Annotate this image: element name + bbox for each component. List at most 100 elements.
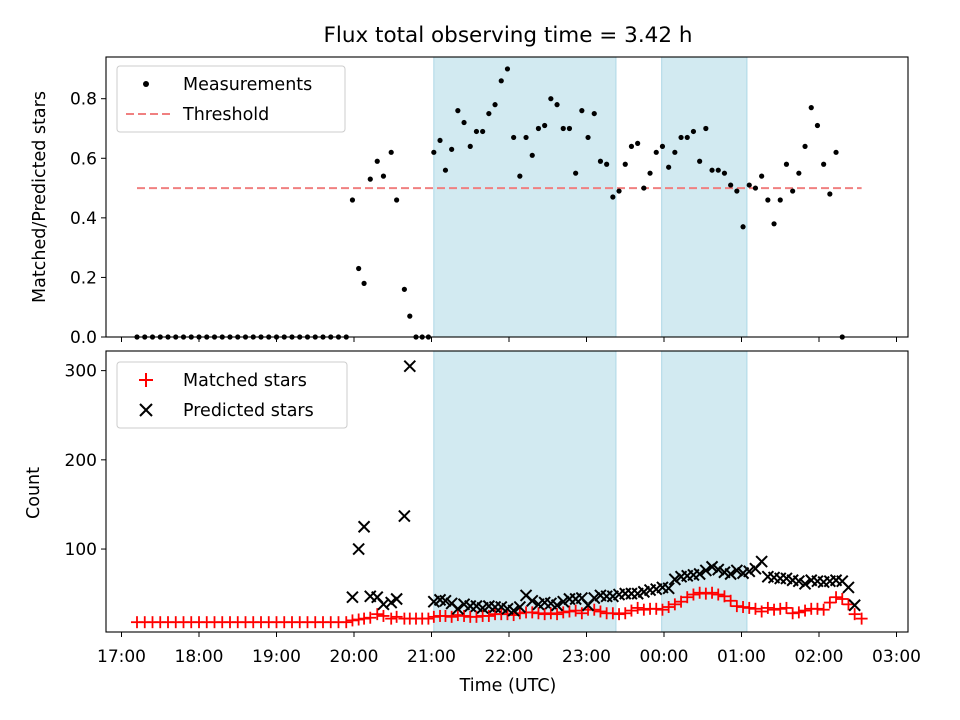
x-tick-label: 21:00: [407, 647, 456, 667]
predicted-x-b: [439, 594, 452, 607]
predicted-stars-points: [346, 359, 861, 617]
matched-star-point: [364, 611, 377, 624]
measurement-point: [356, 265, 362, 272]
predicted-x-b: [699, 564, 713, 577]
predicted-star-point: [730, 564, 744, 577]
measurement-point: [765, 197, 771, 203]
predicted-x-b: [767, 571, 781, 584]
matched-star-point: [817, 603, 830, 616]
legend-predicted-marker: [139, 403, 153, 417]
predicted-star-point: [357, 520, 371, 533]
measurement-point: [504, 66, 511, 72]
predicted-x-b: [544, 597, 558, 610]
predicted-x-b: [519, 589, 533, 602]
measurement-point: [610, 194, 616, 200]
x-tick-label: 22:00: [485, 647, 534, 667]
predicted-x-b: [513, 600, 527, 614]
matched-star-point: [848, 608, 861, 621]
measurement-point: [684, 134, 690, 141]
matched-star-point: [668, 598, 681, 611]
predicted-x-b: [792, 574, 806, 588]
predicted-star-point: [755, 555, 768, 568]
predicted-star-point: [390, 592, 403, 606]
legend-predicted-label: Predicted stars: [183, 401, 314, 421]
predicted-x-b: [352, 542, 365, 556]
matched-star-point: [619, 607, 632, 620]
predicted-x-b: [668, 573, 682, 586]
top-legend: Measurements Threshold: [116, 65, 346, 133]
predicted-x-b: [743, 565, 756, 578]
measurement-point: [579, 108, 585, 114]
y-tick-label: 0.0: [70, 328, 97, 348]
top-panel-y-axis: 0.0 0.2 0.4 0.6 0.8: [70, 90, 106, 348]
matched-star-point: [340, 616, 353, 629]
predicted-x-b: [829, 574, 843, 587]
predicted-x-b: [557, 595, 570, 608]
matched-star-point: [681, 591, 694, 604]
matched-star-point: [625, 604, 638, 617]
y-tick-label: 300: [65, 362, 97, 382]
measurement-point: [535, 125, 542, 132]
predicted-x-b: [445, 597, 458, 610]
matched-star-point: [855, 612, 868, 625]
matched-star-point: [780, 601, 793, 614]
measurement-point: [492, 102, 498, 108]
bottom-legend: Matched stars Predicted stars: [116, 361, 348, 429]
predicted-star-point: [668, 573, 682, 586]
matched-star-point: [588, 603, 601, 616]
predicted-star-point: [439, 594, 452, 607]
x-tick-label: 18:00: [175, 647, 224, 667]
predicted-x-b: [588, 591, 601, 605]
shaded-interval: [433, 56, 617, 338]
measurement-point: [573, 170, 579, 176]
measurement-point: [442, 167, 449, 173]
matched-star-point: [823, 596, 836, 609]
measurement-point: [802, 143, 808, 149]
measurement-point: [821, 161, 827, 167]
predicted-star-point: [625, 587, 638, 600]
y-tick-label: 0.6: [70, 149, 97, 169]
top-panel-shaded-intervals: [433, 56, 748, 338]
predicted-x-b: [718, 566, 731, 579]
measurement-point: [690, 128, 697, 135]
measurement-point: [647, 170, 653, 176]
measurement-point: [659, 143, 666, 149]
measurement-point: [449, 146, 455, 152]
x-axis-label: Time (UTC): [459, 676, 557, 696]
predicted-star-point: [384, 596, 398, 609]
measurement-point: [566, 125, 573, 132]
x-tick-label: 23:00: [562, 647, 611, 667]
measurement-point: [394, 197, 400, 203]
matched-star-point: [706, 586, 719, 599]
shaded-interval: [661, 350, 748, 633]
measurement-point: [585, 134, 591, 141]
predicted-star-point: [398, 509, 411, 523]
predicted-x-b: [526, 594, 539, 607]
measurement-point: [473, 128, 480, 135]
chart-title: Flux total observing time = 3.42 h: [324, 23, 693, 48]
bottom-panel-ylabel: Count: [24, 467, 44, 519]
measurement-point: [635, 140, 641, 146]
measurement-point: [777, 197, 783, 203]
matched-star-point: [830, 591, 843, 604]
legend-matched-label: Matched stars: [183, 371, 307, 391]
measurement-point: [367, 176, 373, 182]
measurement-point: [374, 158, 380, 164]
measurement-point: [827, 191, 833, 197]
x-tick-label: 03:00: [872, 647, 921, 667]
matched-star-point: [718, 590, 731, 603]
measurement-point: [511, 134, 517, 141]
predicted-star-point: [346, 591, 359, 604]
measurement-point: [480, 128, 486, 135]
measurement-point: [709, 167, 715, 173]
matched-star-point: [569, 604, 582, 617]
measurement-point: [666, 164, 672, 170]
predicted-x-b: [805, 574, 818, 587]
matched-star-point: [749, 602, 762, 615]
matched-star-point: [385, 612, 398, 625]
predicted-star-point: [403, 359, 417, 373]
predicted-x-b: [761, 570, 775, 583]
measurement-point: [672, 149, 678, 155]
matched-star-point: [675, 595, 688, 608]
measurement-point: [431, 149, 437, 155]
